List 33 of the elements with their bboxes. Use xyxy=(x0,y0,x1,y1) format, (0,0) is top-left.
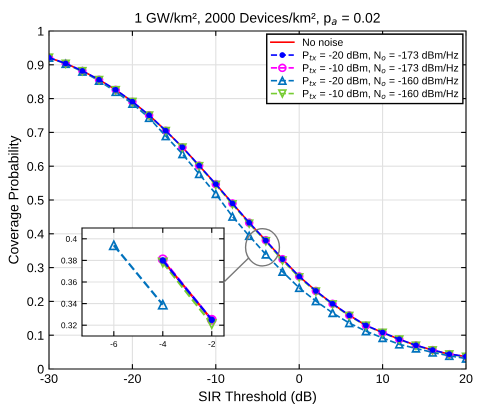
y-tick-label: 0.4 xyxy=(27,230,44,238)
y-tick-label: 0.8 xyxy=(27,94,44,104)
x-tick-label: -6 xyxy=(110,341,118,347)
y-tick-label: 0.9 xyxy=(27,60,44,70)
legend-label: P$_{tx}$ = -20 dBm, N$_{o}$ = -160 dBm/Hz xyxy=(303,76,458,86)
y-tick-label: 0.32 xyxy=(61,322,77,328)
x-tick-label: -4 xyxy=(159,341,166,347)
chart-title: 1 GW/km², 2000 Devices/km², p$_{a}$ = 0.02 xyxy=(135,12,380,26)
y-axis-title: Coverage Probability xyxy=(8,136,22,264)
y-tick-label: 0 xyxy=(38,364,44,374)
legend-label: P$_{tx}$ = -20 dBm, N$_{o}$ = -173 dBm/Hz xyxy=(303,51,458,60)
y-tick-label: 0.3 xyxy=(27,263,44,272)
y-tick-label: 1 xyxy=(38,26,44,36)
legend-label: No noise xyxy=(303,38,343,46)
y-tick-label: 0.5 xyxy=(27,196,44,205)
y-tick-label: 0.36 xyxy=(61,279,77,286)
x-axis-title: SIR Threshold (dB) xyxy=(198,391,316,404)
y-tick-label: 0.38 xyxy=(61,258,77,264)
x-tick-label: -2 xyxy=(208,341,216,347)
x-tick-label: 10 xyxy=(376,374,390,384)
x-tick-label: -10 xyxy=(207,374,224,384)
x-tick-label: -20 xyxy=(124,374,141,384)
legend-label: P$_{tx}$ = -10 dBm, N$_{o}$ = -173 dBm/Hz xyxy=(303,64,458,74)
y-tick-label: 0.4 xyxy=(66,236,77,242)
y-tick-label: 0.34 xyxy=(61,300,77,307)
x-tick-label: 20 xyxy=(460,374,472,384)
legend-label: P$_{tx}$ = -10 dBm, N$_{o}$ = -160 dBm/Hz xyxy=(303,90,458,99)
x-tick-label: -30 xyxy=(40,374,58,384)
x-tick-label: 0 xyxy=(296,374,302,384)
y-tick-label: 0.2 xyxy=(27,297,44,306)
y-tick-label: 0.6 xyxy=(27,162,44,171)
y-tick-label: 0.1 xyxy=(27,331,44,340)
y-tick-label: 0.7 xyxy=(27,128,44,138)
